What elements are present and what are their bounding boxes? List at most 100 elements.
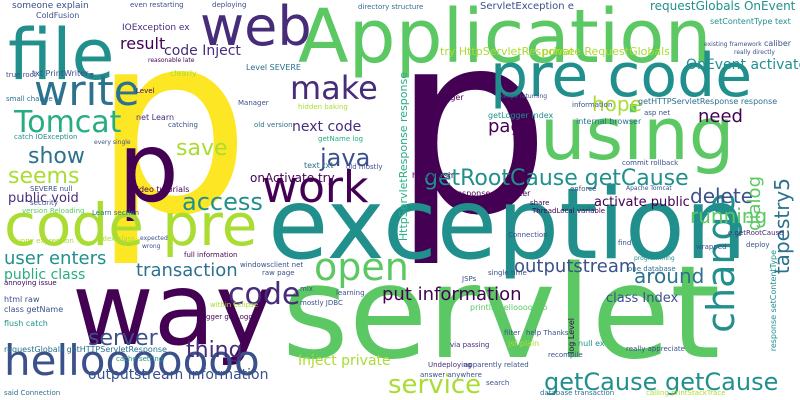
word: via passing [450, 341, 490, 349]
word: someone explain [12, 1, 89, 11]
word: java [320, 144, 371, 172]
word: enforce [570, 185, 597, 193]
word: raw page [262, 269, 295, 277]
word: try HttpServletResponse [440, 45, 575, 58]
word: put information [382, 284, 522, 305]
word: flush catch [4, 319, 48, 328]
word: version Reloading [22, 207, 85, 215]
word: public void [8, 191, 79, 206]
word: internal browser [576, 117, 642, 126]
word: p [118, 112, 179, 224]
word: old version [254, 121, 293, 129]
word: save [176, 136, 228, 161]
word: server [88, 326, 158, 351]
word: getName log [318, 135, 364, 143]
word: user enters [4, 248, 107, 269]
word: HttpServletResponse response [397, 72, 410, 242]
word: directory structure [358, 3, 424, 11]
word: small change [6, 95, 53, 103]
word: class getName [4, 305, 64, 314]
word: text txt [304, 161, 334, 170]
word: one database [628, 265, 676, 273]
word: file [8, 14, 115, 96]
word: security [30, 199, 58, 207]
word: really appreciate [626, 345, 685, 353]
word: code pre [4, 191, 258, 259]
word: deploying [212, 1, 247, 9]
word: IOException ex [122, 23, 190, 33]
word: need [698, 106, 743, 127]
word: log Level [567, 318, 576, 354]
word: running [690, 204, 768, 228]
word: make [290, 69, 378, 107]
word: recompile [548, 351, 583, 359]
word: outputstream [514, 256, 637, 277]
word: show [28, 144, 85, 169]
word: even restarting [130, 1, 184, 9]
word: delete [690, 184, 754, 208]
word: ColdFusion [36, 11, 80, 20]
word: p [92, 0, 251, 270]
word: information [572, 101, 613, 109]
word: help Thanks [526, 329, 569, 337]
word: exception [268, 168, 747, 282]
word: outputstream information [88, 367, 269, 383]
word: null ex [578, 339, 605, 348]
word: transaction [136, 260, 238, 281]
word: around [634, 264, 705, 288]
word: mostly JDBC [300, 299, 343, 307]
word: result [120, 34, 166, 53]
word: wrapped [696, 243, 727, 251]
word: existing framework [704, 41, 762, 48]
word: OnEvent activate [686, 57, 800, 73]
word: txt PrintWriter [32, 69, 89, 78]
word: reasonable late [148, 57, 195, 64]
word: Index class [96, 235, 135, 243]
word: servlet [282, 239, 721, 388]
word: mix [300, 285, 313, 293]
word: println hellooooooo [470, 303, 548, 312]
word: getLogger Index [488, 111, 554, 120]
word: SEVERE null [30, 185, 73, 193]
word: really directly [734, 49, 775, 56]
word: old mostly [346, 163, 383, 171]
word: seems [8, 164, 80, 189]
word: catch IOException [14, 133, 78, 141]
word: Logger getLogger [198, 313, 260, 321]
word: hidden baking [298, 103, 348, 111]
word: filter [504, 329, 521, 337]
word: public class [4, 267, 86, 283]
word: getCause getCause [544, 368, 779, 396]
word: cache setting [116, 355, 164, 363]
word: Manager [238, 99, 269, 107]
word: asp net [644, 109, 671, 117]
word: setContentType text [710, 17, 791, 26]
word: work [262, 162, 369, 213]
word: net Learn [136, 113, 175, 122]
word: response getWriter [454, 189, 531, 198]
word: requestGlobals getHTTPServletResponse [4, 345, 167, 354]
word: getHTTPServletResponse response [638, 97, 778, 106]
word: annoying issue [4, 279, 57, 287]
word: onActivate try [250, 171, 335, 185]
word: e getRootCause [728, 229, 784, 237]
word: next code [292, 119, 362, 135]
word: wrong [142, 243, 161, 250]
word: hit refresh [412, 171, 454, 180]
word: Tomcat [14, 105, 122, 140]
word: keeps returning [500, 93, 548, 100]
word: deploy [746, 241, 770, 249]
word: using [540, 92, 735, 176]
word: dialog [744, 176, 765, 231]
word: calling printStackTrace [646, 389, 726, 397]
word: ex Logger [424, 93, 464, 102]
word: Level [136, 87, 155, 95]
word: p [392, 0, 551, 270]
word: thing [186, 338, 243, 363]
word: service [388, 370, 482, 400]
word: Apache Tomcat [626, 185, 672, 192]
word: getRootCause getCause [424, 166, 689, 191]
word: access [182, 188, 263, 216]
word: search [486, 379, 510, 387]
